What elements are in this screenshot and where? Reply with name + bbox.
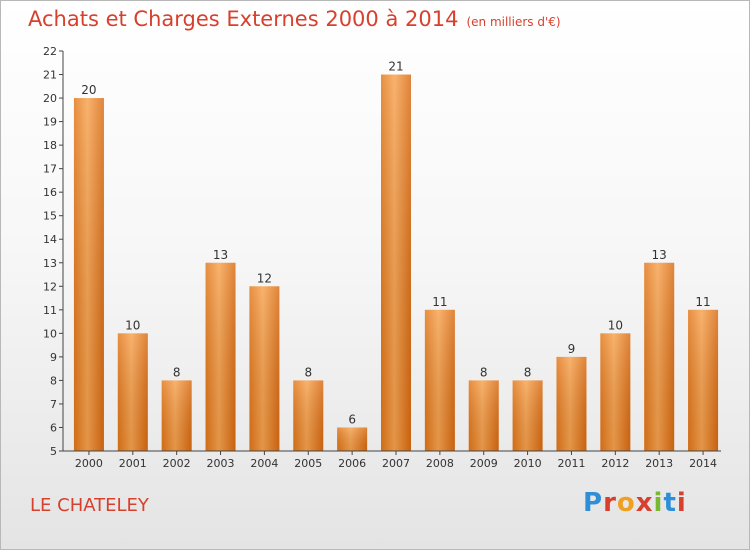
bar-value-label: 6 <box>348 412 356 426</box>
bar-shade-2003 <box>205 262 236 451</box>
chart-subtitle: (en milliers d'€) <box>466 15 561 29</box>
bar-shade-2004 <box>249 286 280 451</box>
logo-letter: r <box>603 488 617 518</box>
x-tick-label: 2000 <box>75 457 103 470</box>
x-tick-label: 2010 <box>514 457 542 470</box>
y-tick-label: 21 <box>43 69 57 82</box>
bar-value-label: 13 <box>652 248 667 262</box>
x-tick-label: 2009 <box>470 457 498 470</box>
y-tick-label: 14 <box>43 233 57 246</box>
y-tick-label: 18 <box>43 139 57 152</box>
y-tick-label: 16 <box>43 186 57 199</box>
logo-letter: P <box>583 488 604 518</box>
x-tick-label: 2004 <box>250 457 278 470</box>
x-tick-label: 2005 <box>294 457 322 470</box>
y-tick-label: 9 <box>50 351 57 364</box>
y-tick-label: 10 <box>43 327 57 340</box>
bar-value-label: 9 <box>568 342 576 356</box>
chart-title-text: Achats et Charges Externes 2000 à 2014 <box>28 7 459 31</box>
bar-shade-2008 <box>424 309 455 451</box>
bar-shade-2012 <box>600 333 631 451</box>
x-tick-label: 2007 <box>382 457 410 470</box>
bar-shade-2013 <box>644 262 675 451</box>
x-tick-label: 2011 <box>557 457 585 470</box>
bar-shade-2011 <box>556 356 587 451</box>
x-tick-label: 2001 <box>119 457 147 470</box>
bar-value-label: 20 <box>81 83 96 97</box>
y-tick-label: 15 <box>43 210 57 223</box>
bar-shade-2010 <box>512 380 543 451</box>
y-axis: 5 6 7 8 9 10 11 12 13 14 15 16 17 18 19 20 21 22 <box>43 45 64 458</box>
commune-name: LE CHATELEY <box>30 495 149 516</box>
bar-shade-2001 <box>117 333 148 451</box>
bar-value-label: 8 <box>480 365 488 379</box>
y-tick-label: 11 <box>43 304 57 317</box>
bar-shade-2005 <box>293 380 324 451</box>
bars: 20 10 8 13 12 8 6 21 11 8 8 9 10 13 11 <box>73 60 719 451</box>
y-tick-label: 12 <box>43 280 57 293</box>
y-tick-label: 13 <box>43 257 57 270</box>
bar-value-label: 8 <box>173 365 181 379</box>
bar-value-label: 10 <box>608 318 623 332</box>
y-tick-label: 6 <box>50 421 57 434</box>
y-tick-label: 17 <box>43 163 57 176</box>
logo-letter: t <box>663 488 677 518</box>
y-tick-label: 19 <box>43 116 57 129</box>
logo-letter: x <box>635 488 654 518</box>
bar-value-label: 21 <box>388 60 403 74</box>
bar-value-label: 11 <box>695 295 710 309</box>
logo-letter: i <box>676 488 687 518</box>
x-axis: 2000 2001 2002 2003 2004 2005 2006 2007 2008 2009… <box>63 450 721 470</box>
x-tick-label: 2003 <box>207 457 235 470</box>
y-tick-label: 7 <box>50 398 57 411</box>
x-tick-label: 2006 <box>338 457 366 470</box>
bar-value-label: 10 <box>125 318 140 332</box>
y-tick-label: 22 <box>43 45 57 58</box>
x-tick-label: 2014 <box>689 457 717 470</box>
y-tick-label: 8 <box>50 374 57 387</box>
bar-shade-2009 <box>468 380 499 451</box>
bar-shade-2002 <box>161 380 192 451</box>
bar-value-label: 8 <box>524 365 532 379</box>
logo-letter: o <box>616 488 636 518</box>
bar-shade-2014 <box>688 309 719 451</box>
bar-shade-2007 <box>381 74 411 451</box>
bar-value-label: 12 <box>257 271 272 285</box>
bar-value-label: 11 <box>432 295 447 309</box>
y-tick-label: 20 <box>43 92 57 105</box>
x-tick-label: 2008 <box>426 457 454 470</box>
chart-title: Achats et Charges Externes 2000 à 2014 (e… <box>28 7 561 31</box>
x-tick-label: 2002 <box>163 457 191 470</box>
bar-value-label: 8 <box>304 365 312 379</box>
x-tick-label: 2012 <box>601 457 629 470</box>
x-tick-label: 2013 <box>645 457 673 470</box>
y-tick-label: 5 <box>50 445 57 458</box>
logo-letter: i <box>653 488 664 518</box>
bar-shade-2000 <box>73 98 104 451</box>
bar-shade-2006 <box>337 427 368 451</box>
proxiti-logo: Proxiti <box>583 488 687 518</box>
bar-value-label: 13 <box>213 248 228 262</box>
